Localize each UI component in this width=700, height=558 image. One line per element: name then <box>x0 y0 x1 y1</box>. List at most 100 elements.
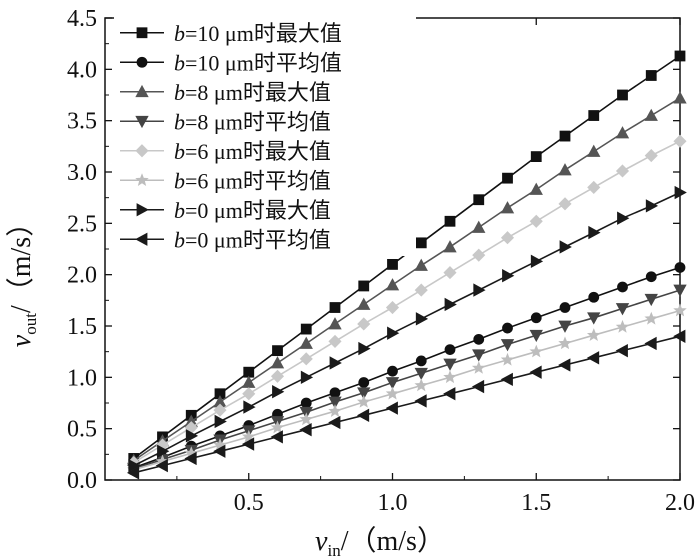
series-6 <box>126 303 687 476</box>
data-point <box>387 326 400 340</box>
legend-marker <box>136 27 148 39</box>
data-point <box>529 344 544 358</box>
data-point <box>472 349 486 362</box>
series-5 <box>127 134 687 470</box>
data-point <box>559 240 572 254</box>
data-point <box>328 317 342 330</box>
data-point <box>673 91 687 104</box>
legend-var: b <box>174 139 185 164</box>
data-point <box>185 429 199 443</box>
data-point <box>502 269 515 283</box>
data-point <box>270 356 285 369</box>
data-point <box>502 172 513 184</box>
x-axis-unit: /（m/s） <box>341 525 445 557</box>
legend-marker <box>136 203 149 217</box>
data-point <box>473 194 485 206</box>
y-axis-sub: out <box>21 313 40 335</box>
x-axis-title: vin/（m/s） <box>315 525 445 558</box>
data-point <box>673 134 687 148</box>
data-point <box>673 303 687 317</box>
data-point <box>586 351 600 365</box>
legend-marker <box>135 173 149 186</box>
data-point <box>357 297 371 310</box>
series-8 <box>126 329 686 480</box>
legend-var: b <box>174 21 185 46</box>
data-point <box>617 211 630 225</box>
data-point <box>357 317 371 331</box>
data-point <box>300 397 312 409</box>
series-line <box>133 289 681 470</box>
data-point <box>357 387 371 400</box>
data-point <box>299 423 312 437</box>
series-4 <box>127 284 687 476</box>
data-point <box>443 387 456 401</box>
data-point <box>586 328 601 342</box>
data-point <box>588 110 600 121</box>
data-point <box>674 185 687 200</box>
data-point <box>270 430 283 444</box>
data-point <box>645 70 657 81</box>
data-point <box>530 151 542 163</box>
legend-rest: =0 μm时最大值 <box>185 198 331 223</box>
data-point <box>500 352 515 366</box>
data-point <box>529 365 542 379</box>
data-point <box>615 319 630 333</box>
legend-marker <box>135 232 148 246</box>
plot-area: 0.0 0.5 1.0 1.5 2.0 2.5 3.0 3.5 4.0 4.5 0.5 1.0 1.5 2… <box>67 6 695 516</box>
data-point <box>415 237 427 249</box>
data-point <box>644 336 657 351</box>
series-3 <box>127 91 687 466</box>
data-point <box>128 458 141 473</box>
legend-background <box>114 16 416 256</box>
data-point <box>530 312 542 324</box>
data-point <box>587 312 601 325</box>
data-point <box>473 333 485 345</box>
data-point <box>500 231 515 245</box>
data-point <box>270 420 285 434</box>
data-point <box>414 283 428 297</box>
data-point <box>500 201 515 214</box>
data-point <box>644 108 658 121</box>
data-point <box>588 225 601 240</box>
data-point <box>645 199 659 213</box>
data-point <box>329 387 341 399</box>
data-point <box>443 370 457 384</box>
data-point <box>559 302 571 313</box>
data-point <box>126 466 140 480</box>
data-point <box>300 323 312 335</box>
data-point <box>502 322 513 334</box>
data-point <box>272 385 285 399</box>
data-point <box>558 163 572 176</box>
legend-rest: =8 μm时平均值 <box>185 109 331 134</box>
legend-marker <box>135 144 149 158</box>
legend-rest: =0 μm时平均值 <box>185 227 331 252</box>
data-point <box>184 451 197 466</box>
legend-item: b=0 μm时最大值 <box>120 198 331 223</box>
y-tick-label: 3.5 <box>67 109 97 135</box>
legend-label: b=0 μm时平均值 <box>174 227 331 252</box>
data-point <box>673 329 686 343</box>
legend-rest: =6 μm时平均值 <box>185 168 331 193</box>
y-tick-label: 2.0 <box>67 263 97 289</box>
data-point <box>155 458 168 473</box>
legend-var: b <box>174 198 185 223</box>
data-point <box>241 437 255 451</box>
data-point <box>358 377 370 388</box>
legend-item: b=10 μm时平均值 <box>120 50 342 75</box>
y-tick-label: 1.0 <box>67 365 97 391</box>
data-point <box>414 394 427 408</box>
legend-item: b=6 μm时最大值 <box>120 139 331 164</box>
legend-label: b=8 μm时最大值 <box>174 80 331 105</box>
data-point <box>444 215 456 227</box>
series-2 <box>128 262 686 474</box>
x-tick-label: 1.0 <box>378 490 408 516</box>
legend-label: b=6 μm时最大值 <box>174 139 331 164</box>
series-7 <box>128 185 687 473</box>
data-point <box>242 375 256 388</box>
data-point <box>644 311 659 325</box>
data-point <box>414 378 429 392</box>
data-point <box>558 336 572 350</box>
data-point <box>414 258 428 271</box>
data-point <box>356 408 370 422</box>
